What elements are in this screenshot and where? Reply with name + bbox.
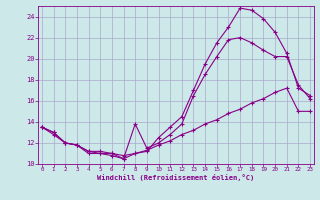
- X-axis label: Windchill (Refroidissement éolien,°C): Windchill (Refroidissement éolien,°C): [97, 174, 255, 181]
